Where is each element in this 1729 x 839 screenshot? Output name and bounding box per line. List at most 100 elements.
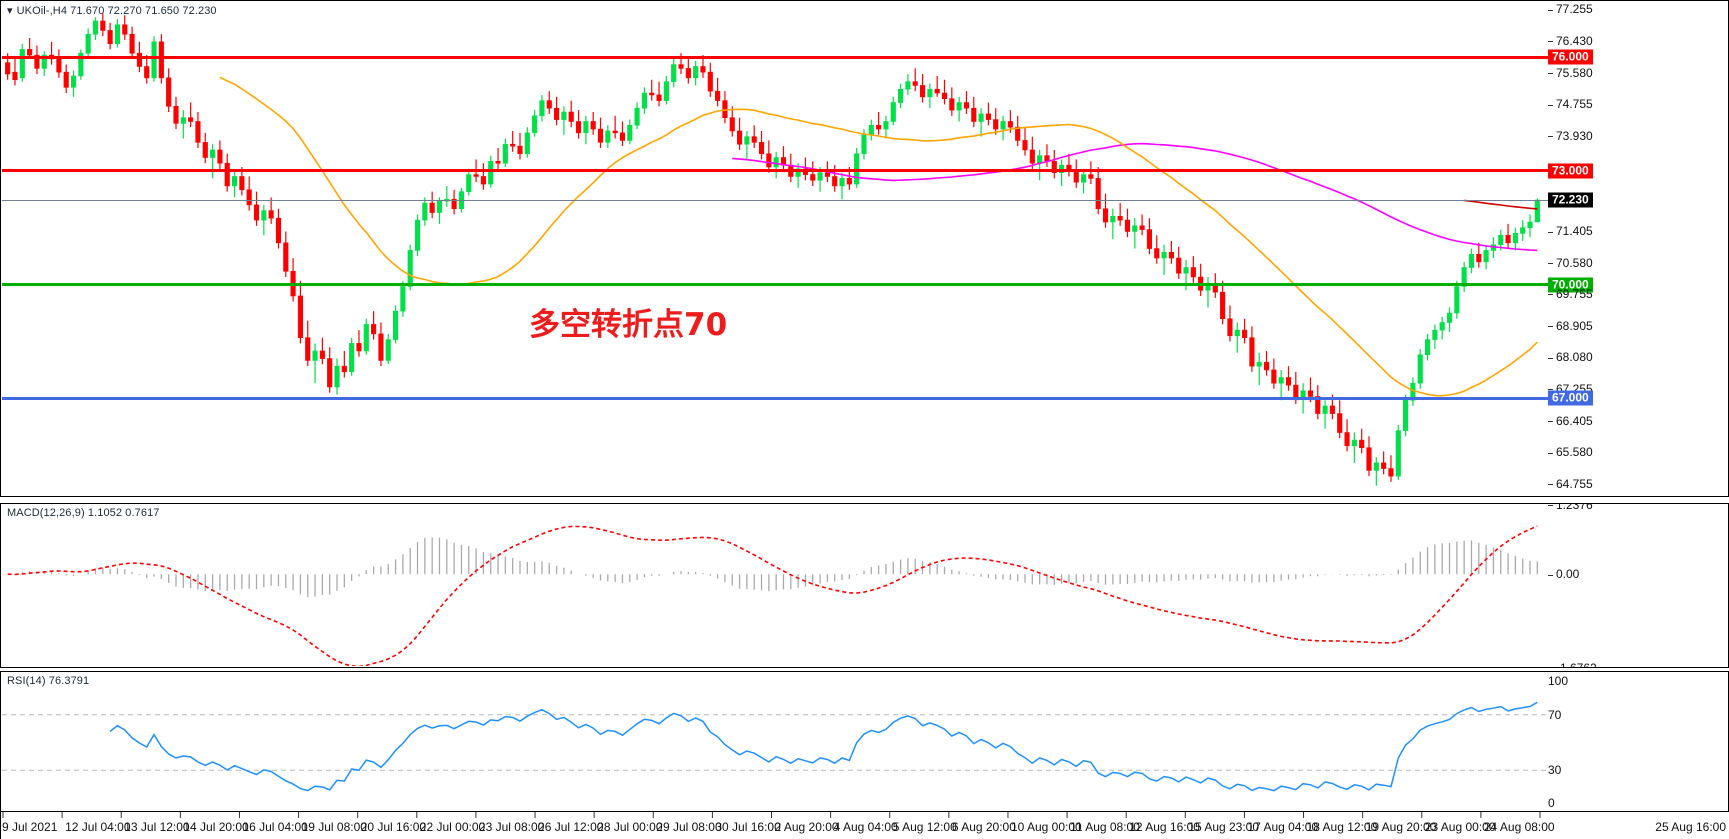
rsi-label: RSI(14) 76.3791 (7, 675, 90, 687)
rsi-axis-tick-label: 100 (1548, 674, 1569, 688)
price-axis-tick-label: 65.580 (1556, 445, 1593, 460)
price-axis-tick-77.255: 77.255 (1548, 2, 1593, 16)
price-level-line-70.000[interactable] (2, 283, 1549, 287)
price-axis[interactable]: 77.255 76.430 76.000 75.580 74.755 73.930 73.0… (1548, 1, 1728, 496)
macd-axis-tick-1.2376: 1.2376 (1548, 503, 1593, 512)
macd-indicator-panel[interactable]: MACD(12,26,9) 1.1052 0.7617 1.2376 0.00 -1… (0, 503, 1729, 668)
time-axis-label: 14 Jul 20:00 (183, 820, 249, 834)
price-axis-tick-label: 64.755 (1556, 476, 1593, 491)
price-axis-tick-label: 76.430 (1556, 33, 1593, 48)
axis-tick-mark (1548, 326, 1553, 328)
time-axis-ticks (2, 812, 1541, 818)
price-axis-tick-70.580: 70.580 (1548, 256, 1593, 270)
time-axis-label: 16 Jul 04:00 (242, 820, 308, 834)
rsi-indicator-panel[interactable]: RSI(14) 76.3791 100 70 30 0 (0, 671, 1729, 812)
macd-plot-area[interactable] (2, 505, 1549, 666)
time-axis-label: 15 Aug 23:00 (1188, 820, 1260, 834)
macd-axis-tick--1.6762: -1.6762 (1548, 661, 1597, 668)
price-level-line-73.000[interactable] (2, 169, 1549, 173)
axis-tick-mark (1548, 231, 1553, 233)
axis-tick-mark (1548, 574, 1553, 576)
time-axis-label: 22 Jul 00:00 (419, 820, 486, 834)
rsi-series (2, 701, 1549, 792)
price-axis-badge-67.000[interactable]: 67.000 (1548, 390, 1593, 406)
axis-tick-mark (1548, 104, 1553, 106)
time-axis-label: 18 Aug 12:00 (1306, 820, 1378, 834)
macd-axis-tick-label: 0.00 (1556, 567, 1580, 582)
price-axis-tick-73.930: 73.930 (1548, 129, 1593, 143)
rsi-axis-tick-label: 0 (1548, 796, 1555, 810)
axis-tick-mark (1548, 357, 1553, 359)
price-axis-tick-75.580: 75.580 (1548, 66, 1593, 80)
time-axis-label: 10 Aug 00:00 (1010, 820, 1082, 834)
axis-tick-mark (1548, 452, 1553, 454)
macd-axis-tick-label: -1.6762 (1556, 661, 1597, 668)
price-axis-tick-label: 69.755 (1556, 286, 1593, 301)
rsi-axis-tick-70: 70 (1548, 708, 1561, 722)
time-axis-label: 23 Aug 00:00 (1424, 820, 1496, 834)
axis-tick-mark (1548, 262, 1553, 264)
macd-axis-tick-0.00: 0.00 (1548, 567, 1579, 581)
time-axis-label: 11 Aug 08:00 (1070, 820, 1140, 834)
axis-tick-mark (1548, 389, 1553, 391)
price-plot-area[interactable] (2, 2, 1549, 495)
price-axis-badge-76.000[interactable]: 76.000 (1548, 49, 1593, 65)
price-axis-tick-68.905: 68.905 (1548, 319, 1593, 333)
price-axis-tick-74.755: 74.755 (1548, 97, 1593, 111)
time-axis-label: 19 Jul 08:00 (301, 820, 367, 834)
price-level-line-76.000[interactable] (2, 55, 1549, 59)
price-axis-badge-73.000[interactable]: 73.000 (1548, 163, 1593, 179)
candlestick-series (5, 13, 1540, 486)
rsi-axis-tick-label: 70 (1548, 707, 1562, 722)
time-axis-label: 6 Aug 20:00 (951, 820, 1016, 834)
axis-tick-mark (1548, 505, 1553, 507)
time-axis-label: 5 Aug 12:00 (892, 820, 957, 834)
time-axis-label: 12 Aug 16:00 (1129, 820, 1200, 834)
time-axis-label: 26 Jul 12:00 (538, 820, 604, 834)
price-chart-panel[interactable]: ▾ UKOil-,H4 71.670 72.270 71.650 72.230 7… (0, 0, 1729, 497)
time-axis-label: 19 Aug 20:00 (1365, 820, 1437, 834)
price-axis-tick-label: 70.580 (1556, 255, 1593, 270)
price-axis-tick-65.580: 65.580 (1548, 445, 1593, 459)
time-axis[interactable]: 9 Jul 2021 12 Jul 04:00 13 Jul 12:00 14 Jul… (0, 812, 1729, 839)
time-axis-label: 30 Jul 16:00 (715, 820, 781, 834)
price-axis-tick-71.405: 71.405 (1548, 224, 1593, 238)
axis-tick-mark (1548, 73, 1553, 75)
axis-tick-mark (1548, 135, 1553, 137)
price-axis-tick-label: 75.580 (1556, 65, 1593, 80)
rsi-axis: 100 70 30 0 (1548, 672, 1728, 811)
price-axis-tick-66.405: 66.405 (1548, 414, 1593, 428)
chart-annotation-text: 多空转折点70 (529, 307, 728, 343)
macd-axis: 1.2376 0.00 -1.6762 (1548, 504, 1728, 667)
price-axis-tick-64.755: 64.755 (1548, 477, 1593, 491)
time-axis-label: 20 Jul 16:00 (360, 820, 427, 834)
price-axis-tick-label: 73.930 (1556, 128, 1593, 143)
chart-header[interactable]: ▾ UKOil-,H4 71.670 72.270 71.650 72.230 (7, 4, 217, 17)
rsi-axis-tick-label: 30 (1548, 763, 1562, 778)
price-axis-tick-label: 74.755 (1556, 97, 1593, 112)
rsi-axis-tick-100: 100 (1548, 674, 1568, 688)
price-axis-tick-68.080: 68.080 (1548, 350, 1593, 364)
time-axis-label: 28 Jul 00:00 (597, 820, 663, 834)
price-level-line-72.230[interactable] (2, 199, 1549, 201)
rsi-plot-area[interactable] (2, 673, 1549, 810)
price-axis-badge-70.000[interactable]: 70.000 (1548, 277, 1593, 293)
rsi-axis-tick-0: 0 (1548, 796, 1555, 810)
axis-tick-mark (1548, 41, 1553, 43)
price-axis-tick-label: 68.080 (1556, 350, 1593, 365)
rsi-axis-tick-30: 30 (1548, 763, 1561, 777)
price-axis-tick-label: 77.255 (1556, 2, 1593, 17)
triangle-down-icon[interactable]: ▾ (7, 5, 13, 17)
price-level-line-67.000[interactable] (2, 396, 1549, 400)
axis-tick-mark (1548, 9, 1553, 11)
price-axis-tick-76.430: 76.430 (1548, 34, 1593, 48)
price-axis-tick-label: 68.905 (1556, 319, 1593, 334)
price-axis-tick-label: 66.405 (1556, 413, 1593, 428)
time-axis-label: 13 Jul 12:00 (124, 820, 190, 834)
chart-header-label: UKOil-,H4 71.670 72.270 71.650 72.230 (16, 5, 217, 17)
price-axis-badge-72.230[interactable]: 72.230 (1548, 192, 1593, 208)
macd-series (7, 525, 1538, 666)
time-axis-label: 23 Jul 08:00 (478, 820, 545, 834)
macd-axis-tick-label: 1.2376 (1556, 503, 1593, 512)
